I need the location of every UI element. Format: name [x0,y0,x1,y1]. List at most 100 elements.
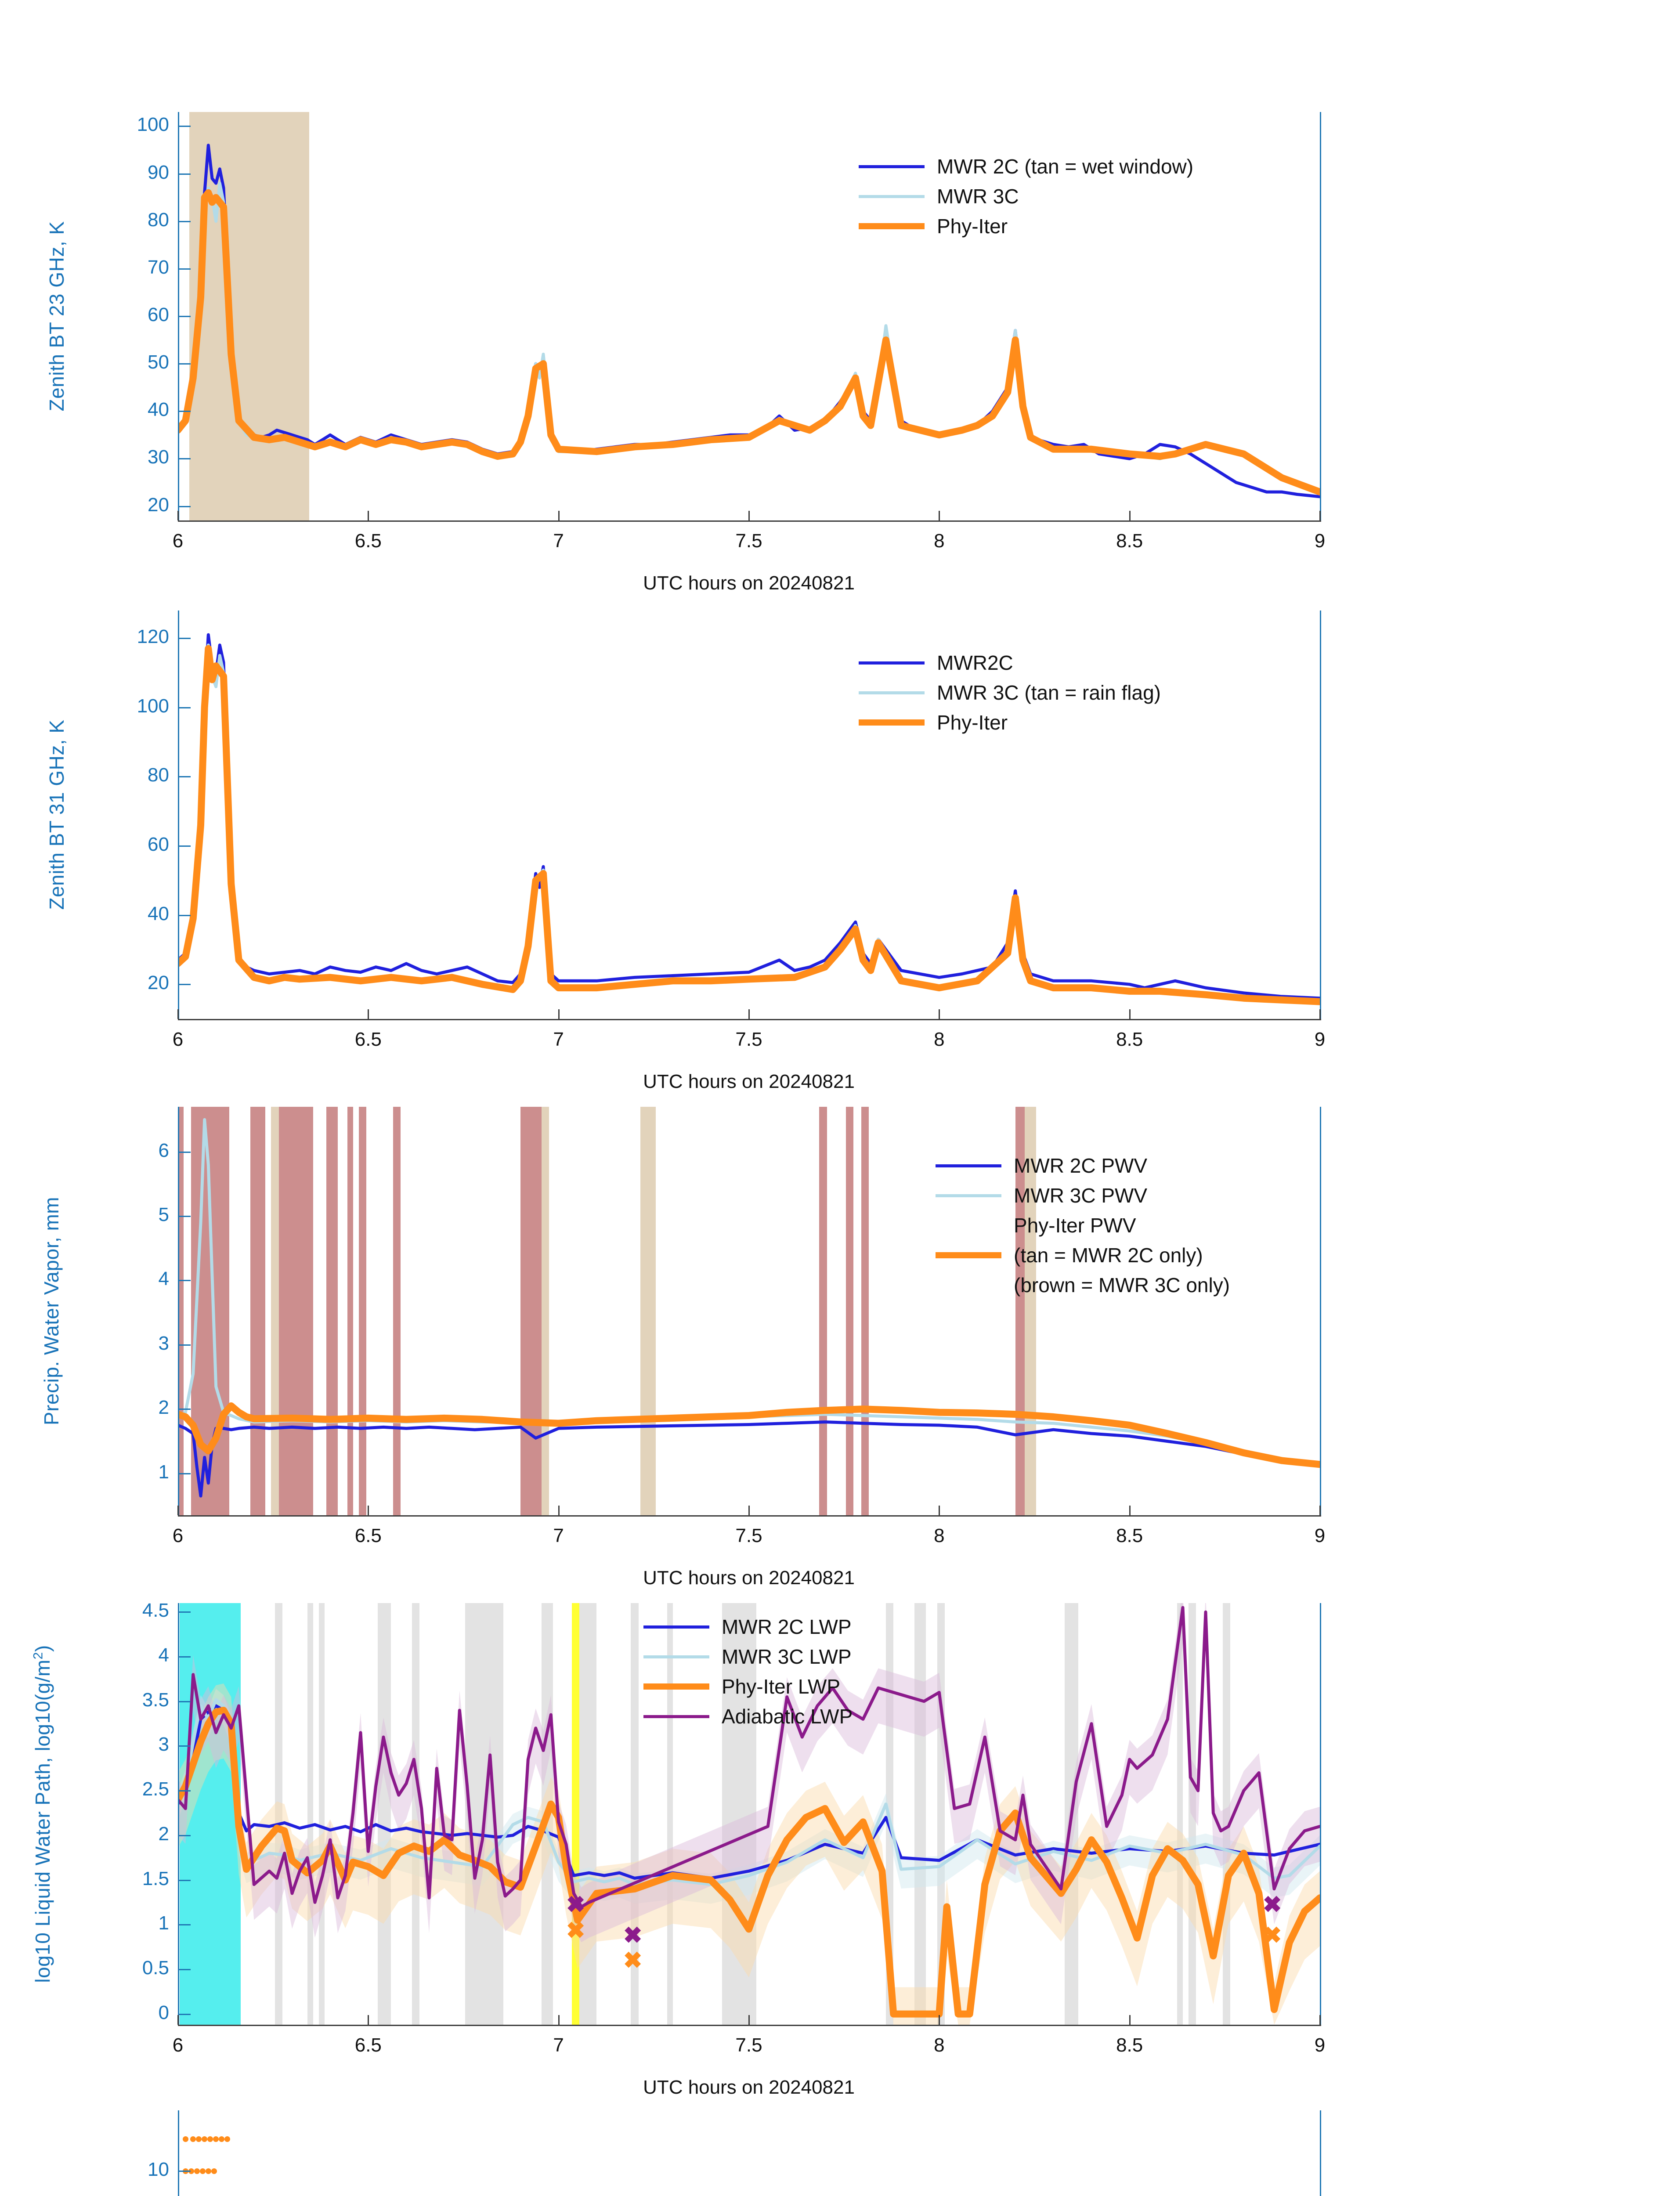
y-tick-mark [179,363,191,365]
shaded-region [271,1107,279,1515]
x-tick-label: 8.5 [1116,1525,1143,1546]
y-axis-line [178,1107,179,1515]
legend-entry: MWR 3C [859,184,1193,209]
shaded-region [393,1107,401,1515]
legend-entry: Phy-Iter [859,213,1193,239]
y-tick-label: 70 [148,256,169,278]
shaded-region [250,1107,266,1515]
legend-label: MWR 2C (tan = wet window) [937,155,1194,178]
legend-entry: MWR2C [859,650,1161,675]
shaded-region [640,1107,656,1515]
x-tick-label: 6.5 [354,1029,382,1050]
shaded-region [1223,1603,1231,2025]
y-tick-mark [179,638,191,639]
y-tick-label: 0.5 [142,1957,169,1979]
legend-entry: MWR 2C PWV [936,1153,1230,1178]
x-tick-mark [1319,1009,1321,1019]
data-series-line [178,1118,1320,1466]
legend-color-swatch [859,165,925,168]
y-tick-label: 30 [148,446,169,468]
y-tick-mark [179,411,191,412]
shaded-region [1177,1603,1183,2025]
y-tick-label: 40 [148,903,169,925]
legend-color-swatch [936,1194,1001,1197]
x-axis-label: UTC hours on 20240821 [643,2077,855,2098]
y-tick-label: 4 [158,1268,169,1290]
y-axis-right-line [1320,1107,1321,1515]
plot-area-panel1 [178,112,1320,520]
x-tick-label: 7.5 [735,530,762,552]
y-tick-mark [179,1656,191,1658]
y-tick-label: 0 [158,2001,169,2023]
legend-label: MWR2C [937,651,1013,674]
shaded-region [465,1603,503,2025]
y-tick-label: 6 [158,1139,169,1161]
data-series-line [178,645,1320,1005]
legend-color-swatch [859,719,925,726]
series-layer-panel5 [178,2110,1320,2196]
x-tick-mark [177,1506,179,1515]
x-axis-line [178,1019,1321,1020]
y-axis-line [178,112,179,520]
legend-entry: Phy-Iter PWV [936,1213,1230,1238]
x-axis-label: UTC hours on 20240821 [643,1567,855,1589]
x-tick-label: 6.5 [354,530,382,552]
legend-label: Phy-Iter PWV [1014,1214,1136,1237]
legend-label: MWR 3C LWP [722,1645,852,1668]
x-tick-mark [177,511,179,520]
legend-entry: MWR 3C (tan = rain flag) [859,680,1161,705]
dq-flag-point [224,2136,231,2142]
x-tick-mark [558,1009,560,1019]
data-series-line [178,181,1320,494]
y-tick-mark [179,1701,191,1702]
legend-panel2: MWR2C MWR 3C (tan = rain flag) Phy-Iter [859,650,1161,740]
y-axis-right-line [1320,1603,1321,2025]
data-series-line [178,1707,1320,2018]
shaded-region [412,1603,420,2025]
dq-flag-point [190,2136,196,2142]
x-tick-label: 8 [934,530,945,552]
shaded-region [819,1107,827,1515]
data-series-line [178,144,1320,498]
x-tick-mark [1319,1506,1321,1515]
shaded-region [178,1107,184,1515]
dq-flag-point [182,2136,188,2142]
x-tick-mark [1319,511,1321,520]
dq-flag-point [196,2136,202,2142]
data-series-line [178,1698,1320,1886]
legend-panel1: MWR 2C (tan = wet window) MWR 3C Phy-Iter [859,154,1193,243]
legend-color-swatch [643,1715,709,1718]
outlier-x-marker: ✖ [1262,1922,1282,1948]
x-tick-label: 7 [553,2034,564,2056]
y-tick-label: 80 [148,209,169,231]
x-tick-mark [748,1506,750,1515]
y-tick-label: 4 [158,1644,169,1666]
y-tick-mark [179,2013,191,2015]
y-tick-mark [179,126,191,127]
x-tick-label: 9 [1314,1029,1326,1050]
y-tick-mark [179,1835,191,1836]
x-tick-mark [558,511,560,520]
shaded-region [914,1603,926,2025]
x-tick-label: 9 [1314,2034,1326,2056]
y-tick-mark [179,1879,191,1881]
x-tick-label: 8 [934,1029,945,1050]
legend-label: Adiabatic LWP [722,1705,853,1728]
x-tick-label: 8.5 [1116,2034,1143,2056]
legend-color-swatch [936,1252,1001,1258]
x-tick-mark [558,2015,560,2025]
x-tick-mark [1129,2015,1131,2025]
legend-label: Phy-Iter LWP [722,1675,841,1698]
y-tick-label: 100 [137,695,169,717]
y-tick-label: 20 [148,494,169,516]
x-tick-mark [1129,511,1131,520]
outlier-x-marker: ✖ [623,1922,643,1948]
shaded-region [579,1603,597,2025]
shaded-region [307,1603,313,2025]
plot-area-panel3 [178,1107,1320,1515]
shaded-region [1015,1107,1025,1515]
x-tick-label: 8.5 [1116,530,1143,552]
y-tick-label: 60 [148,304,169,325]
